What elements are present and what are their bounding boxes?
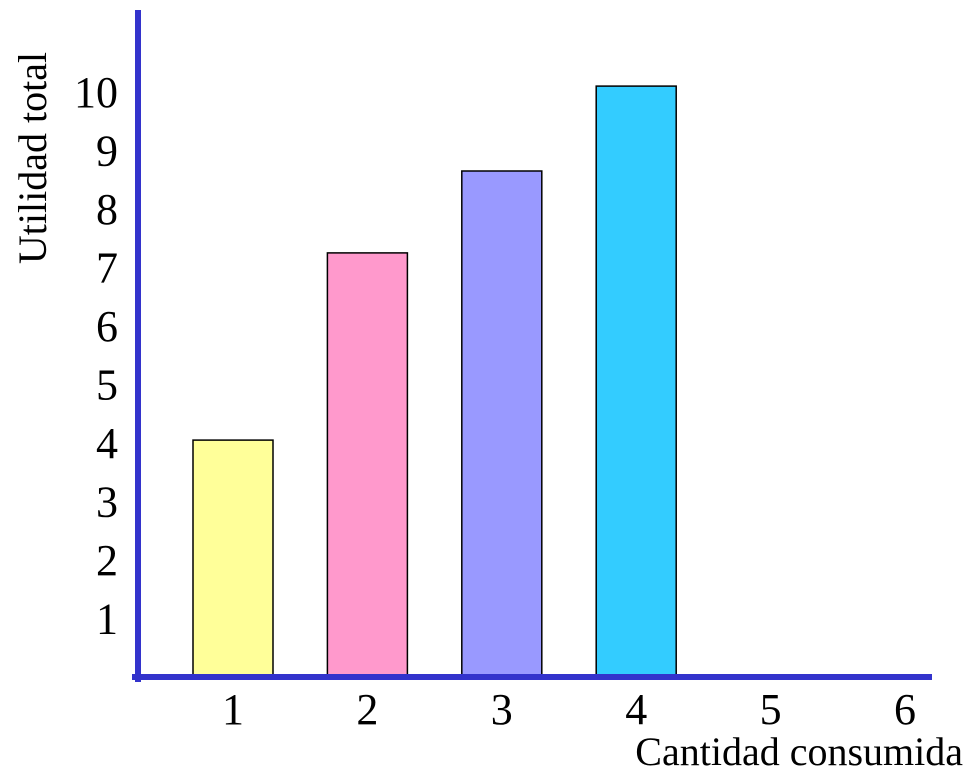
bar-4 — [595, 85, 677, 678]
y-tick-label: 2 — [96, 536, 118, 585]
x-tick-label: 3 — [491, 685, 513, 734]
x-tick-labels: 1 2 3 4 5 6 — [222, 685, 916, 734]
bar-2 — [326, 252, 409, 678]
y-tick-label: 1 — [96, 595, 118, 644]
y-tick-label: 4 — [96, 419, 118, 468]
y-tick-label: 5 — [96, 361, 118, 410]
x-tick-label: 1 — [222, 685, 244, 734]
y-tick-label: 3 — [96, 478, 118, 527]
y-tick-label: 9 — [96, 127, 118, 176]
x-tick-label: 5 — [760, 685, 782, 734]
x-tick-label: 4 — [625, 685, 647, 734]
bars-group — [192, 85, 677, 678]
y-axis-title: Utilidad total — [10, 52, 55, 264]
bar-3 — [461, 170, 543, 678]
bar-1 — [192, 439, 274, 678]
y-tick-label: 10 — [74, 68, 118, 117]
y-tick-labels: 1 2 3 4 5 6 7 8 9 10 — [74, 68, 118, 644]
x-axis-title: Cantidad consumida — [635, 729, 963, 774]
y-tick-label: 6 — [96, 302, 118, 351]
y-tick-label: 7 — [96, 244, 118, 293]
x-tick-label: 2 — [356, 685, 378, 734]
x-tick-label: 6 — [894, 685, 916, 734]
y-tick-label: 8 — [96, 185, 118, 234]
